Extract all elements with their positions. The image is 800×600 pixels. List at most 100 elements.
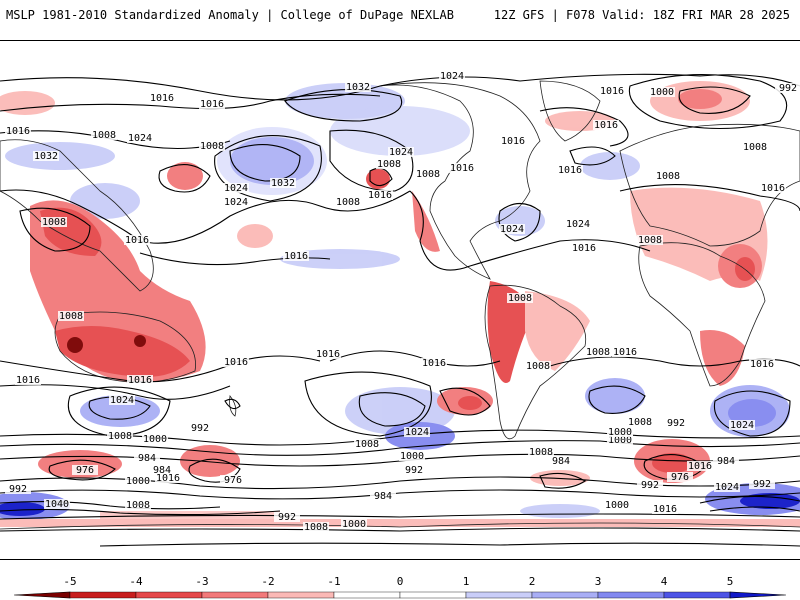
isobar-label: 1008 (126, 500, 150, 511)
isobar-label-bg (652, 504, 678, 514)
isobar-label-bg (637, 480, 663, 490)
isobar-label-bg (109, 395, 135, 405)
isobar-line (99, 542, 800, 547)
isobar-label-bg (274, 512, 300, 522)
colorbar-tick-label: -1 (327, 575, 340, 588)
isobar-label-bg (15, 375, 41, 385)
isobar-line (0, 513, 800, 520)
colorbar: -5 -4 -3 -2 -1 0 1 2 3 4 5 (13, 575, 787, 599)
colorbar-tick-label: 2 (529, 575, 536, 588)
anomaly-patch (55, 326, 190, 377)
isobar-line (0, 384, 231, 400)
isobar-label: 1016 (594, 120, 618, 131)
colorbar-swatch (465, 591, 533, 599)
isobar-label: 1016 (653, 504, 677, 515)
isobar-line (709, 506, 800, 512)
isobar-label-bg (303, 522, 329, 532)
isobar-label: 1008 (526, 361, 550, 372)
coastline-new-zealand (229, 395, 237, 417)
colorbar-swatch (267, 591, 335, 599)
isobar-label-bg (499, 224, 525, 234)
isobar-label: 984 (374, 491, 392, 502)
coastline-eurasia (619, 123, 800, 247)
isobar-label-bg (91, 130, 117, 140)
isobar-label-bg (528, 447, 554, 457)
coastline-africa (638, 242, 766, 387)
isobar-label: 1024 (224, 183, 248, 194)
isobar-line (619, 184, 800, 212)
isobar-label-bg (607, 435, 633, 445)
isobar-label-bg (557, 165, 583, 175)
isobar-label: 1008 (628, 417, 652, 428)
isobar-label-bg (415, 169, 441, 179)
isobar-line (0, 489, 800, 500)
anomaly-patch (700, 330, 745, 386)
isobar-label-bg (127, 375, 153, 385)
coastline-antarctica (0, 522, 800, 530)
isobar-label: 1016 (688, 461, 712, 472)
isobar-label-bg (223, 357, 249, 367)
isobar-label-bg (500, 136, 526, 146)
isobar-label-bg (134, 453, 160, 463)
isobar-label: 1032 (34, 151, 58, 162)
isobar-label-bg (58, 311, 84, 321)
isobar-label-bg (41, 217, 67, 227)
anomaly-patch (280, 249, 400, 269)
isobar-line (158, 164, 211, 193)
isobar-label-bg (72, 465, 98, 475)
isobar-line (304, 371, 432, 437)
isobar-label: 992 (278, 512, 296, 523)
colorbar-swatch (135, 591, 203, 599)
isobar-label-bg (612, 347, 638, 357)
colorbar-swatch (69, 591, 137, 599)
isobar-label-bg (335, 197, 361, 207)
isobar-line (0, 508, 281, 516)
isobar-label-bg (729, 420, 755, 430)
isobar-label: 992 (641, 480, 659, 491)
isobar-label-bg (33, 151, 59, 161)
isobar-label: 1040 (45, 499, 69, 510)
isobar-label: 976 (671, 472, 689, 483)
colorbar-tick-label: -2 (261, 575, 274, 588)
colorbar-tick-label: -3 (195, 575, 208, 588)
isobar-label: 1024 (389, 147, 413, 158)
anomaly-patch (412, 191, 440, 252)
colorbar-swatch (531, 591, 599, 599)
isobar-label-bg (5, 126, 31, 136)
isobar-label-bg (713, 456, 739, 466)
isobar-label-bg (687, 461, 713, 471)
isobar-label-bg (124, 235, 150, 245)
run-info: 12Z GFS | F078 Valid: 18Z FRI MAR 28 202… (493, 8, 790, 22)
isobar-label-bg (565, 219, 591, 229)
isobar-label: 1008 (336, 197, 360, 208)
anomaly-patch (366, 169, 390, 189)
isobar-line (284, 89, 403, 122)
anomaly-patch (67, 337, 83, 353)
isobar-label: 1024 (730, 420, 754, 431)
isobar-label: 1016 (600, 86, 624, 97)
isobar-label-bg (107, 431, 133, 441)
isobar-label: 992 (667, 418, 685, 429)
isobar-label: 1024 (715, 482, 739, 493)
isobar-label: 1000 (608, 427, 632, 438)
isobar-label-bg (637, 235, 663, 245)
isobar-line (224, 398, 241, 410)
isobar-line (439, 387, 491, 416)
isobar-label: 1032 (346, 82, 370, 93)
isobar-label-bg (627, 417, 653, 427)
isobar-line (713, 390, 791, 437)
isobar-label: 976 (76, 465, 94, 476)
isobar-label-bg (223, 197, 249, 207)
isobar-label-bg (649, 87, 675, 97)
isobar-label: 1008 (508, 293, 532, 304)
isobar-label-bg (315, 349, 341, 359)
isobar-label: 1024 (224, 197, 248, 208)
anomaly-patch (217, 127, 327, 195)
coastline-australia (54, 311, 196, 383)
isobar-label-bg (341, 519, 367, 529)
isobar-label-bg (199, 99, 225, 109)
isobar-label: 1000 (342, 519, 366, 530)
isobar-label-bg (5, 484, 31, 494)
isobar-line (539, 472, 587, 489)
